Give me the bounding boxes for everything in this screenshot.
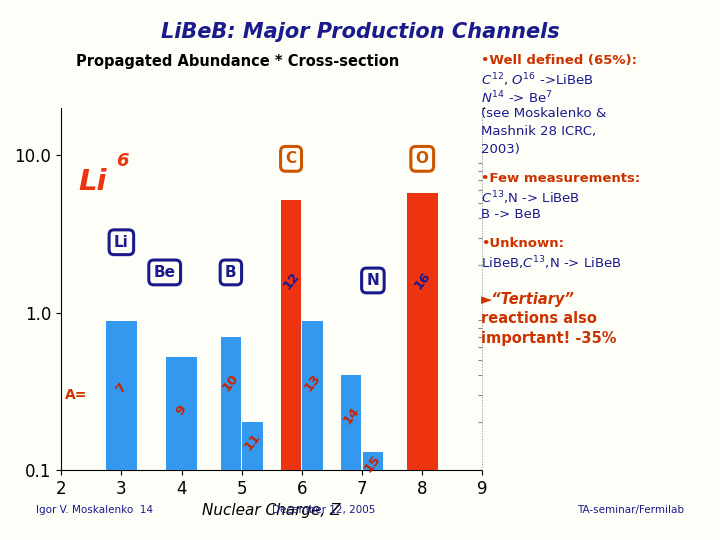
- Text: 9: 9: [174, 402, 189, 417]
- Text: ►“Tertiary”: ►“Tertiary”: [481, 292, 575, 307]
- Text: •Well defined (65%):: •Well defined (65%):: [481, 54, 637, 67]
- Text: 6: 6: [117, 152, 129, 170]
- Text: B -> BeB: B -> BeB: [481, 207, 541, 221]
- Text: 13: 13: [302, 371, 323, 394]
- Text: 7: 7: [114, 381, 130, 396]
- Text: (see Moskalenko &: (see Moskalenko &: [481, 107, 606, 120]
- Bar: [106, 321, 137, 540]
- Bar: [243, 422, 263, 540]
- Text: Mashnik 28 ICRC,: Mashnik 28 ICRC,: [481, 125, 596, 138]
- Text: 11: 11: [242, 431, 264, 453]
- Text: A=: A=: [65, 388, 87, 402]
- Text: N: N: [366, 273, 379, 288]
- Text: important! -35%: important! -35%: [481, 331, 616, 346]
- Text: Li: Li: [78, 167, 107, 195]
- Bar: [166, 357, 197, 540]
- Text: Li: Li: [114, 235, 129, 250]
- Text: TA-seminar/Fermilab: TA-seminar/Fermilab: [577, 505, 684, 515]
- Text: $C^{12}$, $O^{16}$ ->LiBeB: $C^{12}$, $O^{16}$ ->LiBeB: [481, 72, 593, 90]
- Text: 16: 16: [411, 269, 433, 292]
- Text: C: C: [286, 151, 297, 166]
- Text: LiBeB: Major Production Channels: LiBeB: Major Production Channels: [161, 22, 559, 42]
- Text: 15: 15: [362, 452, 384, 475]
- Text: O: O: [415, 151, 428, 166]
- Text: 14: 14: [341, 404, 362, 427]
- Bar: [341, 375, 361, 540]
- Text: 12: 12: [280, 269, 302, 292]
- Text: Propagated Abundance * Cross-section: Propagated Abundance * Cross-section: [76, 54, 399, 69]
- Bar: [220, 337, 241, 540]
- Text: 2003): 2003): [481, 143, 520, 156]
- Text: December 12, 2005: December 12, 2005: [272, 505, 376, 515]
- Text: B: B: [225, 265, 237, 280]
- Text: Be: Be: [153, 265, 176, 280]
- Text: $N^{14}$ -> Be$^7$: $N^{14}$ -> Be$^7$: [481, 90, 553, 106]
- Text: reactions also: reactions also: [481, 311, 597, 326]
- Bar: [281, 200, 301, 540]
- Text: •Few measurements:: •Few measurements:: [481, 172, 640, 185]
- Bar: [407, 193, 438, 540]
- Text: Igor V. Moskalenko  14: Igor V. Moskalenko 14: [36, 505, 153, 515]
- Text: $C^{13}$,N -> LiBeB: $C^{13}$,N -> LiBeB: [481, 190, 580, 207]
- Bar: [363, 452, 383, 540]
- Text: •Unknown:: •Unknown:: [481, 237, 564, 249]
- X-axis label: Nuclear Charge, Z: Nuclear Charge, Z: [202, 503, 341, 518]
- Text: LiBeB,$C^{13}$,N -> LiBeB: LiBeB,$C^{13}$,N -> LiBeB: [481, 254, 621, 272]
- Bar: [302, 321, 323, 540]
- Text: 10: 10: [220, 371, 242, 394]
